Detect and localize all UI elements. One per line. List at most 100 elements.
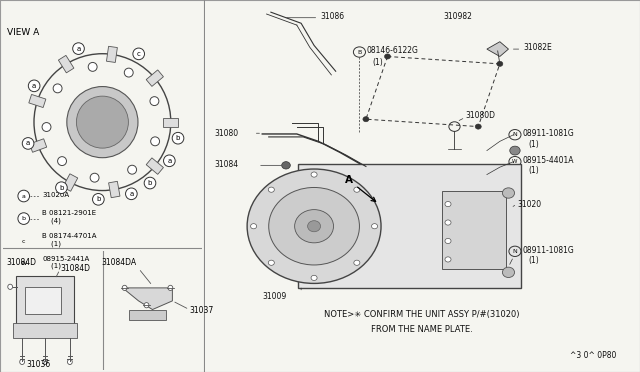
Circle shape bbox=[20, 359, 24, 365]
Circle shape bbox=[76, 96, 129, 148]
Circle shape bbox=[445, 238, 451, 244]
Text: A: A bbox=[344, 175, 376, 202]
Text: 08146-6122G: 08146-6122G bbox=[367, 46, 419, 55]
Text: ^3 0^ 0P80: ^3 0^ 0P80 bbox=[570, 351, 616, 360]
Circle shape bbox=[124, 68, 133, 77]
Circle shape bbox=[363, 116, 369, 122]
Circle shape bbox=[372, 224, 378, 229]
Polygon shape bbox=[146, 70, 163, 86]
Text: FROM THE NAME PLATE.: FROM THE NAME PLATE. bbox=[371, 325, 473, 334]
Text: c: c bbox=[22, 239, 26, 244]
Text: a: a bbox=[129, 191, 134, 197]
Text: 31020A: 31020A bbox=[42, 192, 69, 198]
Circle shape bbox=[510, 146, 520, 155]
Circle shape bbox=[168, 285, 173, 291]
Circle shape bbox=[445, 220, 451, 225]
Text: 31084DA: 31084DA bbox=[102, 257, 137, 267]
Circle shape bbox=[28, 80, 40, 92]
Text: B: B bbox=[357, 49, 362, 55]
Circle shape bbox=[354, 260, 360, 265]
Circle shape bbox=[247, 169, 381, 283]
Circle shape bbox=[56, 182, 67, 193]
Text: a: a bbox=[76, 46, 81, 52]
Circle shape bbox=[42, 122, 51, 131]
Text: 08915-2441A
    (1): 08915-2441A (1) bbox=[42, 256, 90, 269]
Circle shape bbox=[268, 260, 275, 265]
Text: c: c bbox=[137, 51, 141, 57]
Text: 31084D: 31084D bbox=[60, 264, 90, 273]
Text: a: a bbox=[22, 193, 26, 199]
Polygon shape bbox=[58, 55, 74, 73]
Text: b: b bbox=[148, 180, 152, 186]
Circle shape bbox=[128, 165, 136, 174]
Circle shape bbox=[311, 275, 317, 280]
Text: b: b bbox=[60, 185, 63, 191]
FancyBboxPatch shape bbox=[25, 288, 61, 314]
Circle shape bbox=[445, 202, 451, 207]
Circle shape bbox=[144, 177, 156, 189]
Circle shape bbox=[385, 54, 390, 59]
Circle shape bbox=[497, 61, 503, 67]
Circle shape bbox=[502, 188, 515, 198]
Text: 31080: 31080 bbox=[215, 129, 239, 138]
Text: (1): (1) bbox=[372, 58, 383, 67]
Text: (1): (1) bbox=[528, 140, 539, 149]
Polygon shape bbox=[146, 158, 163, 174]
Circle shape bbox=[67, 359, 72, 365]
Text: B 08121-2901E
    (4): B 08121-2901E (4) bbox=[42, 211, 97, 224]
Circle shape bbox=[308, 221, 321, 232]
Text: 08911-1081G: 08911-1081G bbox=[522, 129, 574, 138]
Circle shape bbox=[144, 302, 149, 308]
Polygon shape bbox=[123, 288, 172, 310]
Text: 31084: 31084 bbox=[215, 160, 239, 169]
Circle shape bbox=[22, 138, 34, 149]
Circle shape bbox=[150, 97, 159, 106]
Polygon shape bbox=[29, 94, 46, 108]
Polygon shape bbox=[106, 46, 117, 62]
FancyBboxPatch shape bbox=[13, 323, 77, 338]
Circle shape bbox=[18, 258, 29, 270]
Circle shape bbox=[268, 187, 275, 192]
Text: b: b bbox=[22, 216, 26, 221]
Circle shape bbox=[269, 187, 360, 265]
Circle shape bbox=[73, 43, 84, 54]
Text: 31020: 31020 bbox=[517, 200, 541, 209]
Text: B 08174-4701A
    (1): B 08174-4701A (1) bbox=[42, 233, 97, 247]
Circle shape bbox=[282, 162, 291, 169]
Text: b: b bbox=[176, 135, 180, 141]
Circle shape bbox=[18, 213, 29, 224]
Polygon shape bbox=[109, 181, 120, 198]
Text: 31084D: 31084D bbox=[6, 257, 36, 267]
Circle shape bbox=[294, 209, 333, 243]
Text: 08911-1081G: 08911-1081G bbox=[522, 246, 574, 255]
Circle shape bbox=[150, 137, 159, 146]
Circle shape bbox=[251, 224, 257, 229]
Circle shape bbox=[93, 193, 104, 205]
Text: a: a bbox=[32, 83, 36, 89]
Circle shape bbox=[476, 124, 481, 129]
Circle shape bbox=[311, 172, 317, 177]
Circle shape bbox=[88, 62, 97, 71]
Circle shape bbox=[502, 267, 515, 278]
Circle shape bbox=[125, 188, 137, 200]
Circle shape bbox=[43, 359, 47, 365]
Circle shape bbox=[445, 257, 451, 262]
Circle shape bbox=[58, 157, 67, 166]
Text: W: W bbox=[512, 159, 518, 164]
Circle shape bbox=[122, 285, 127, 291]
Text: W: W bbox=[20, 261, 27, 266]
Text: VIEW A: VIEW A bbox=[6, 28, 39, 37]
Text: 31080D: 31080D bbox=[465, 111, 495, 120]
Text: 31086: 31086 bbox=[321, 12, 345, 21]
Text: N: N bbox=[513, 249, 517, 254]
Circle shape bbox=[164, 155, 175, 167]
Polygon shape bbox=[129, 310, 166, 320]
Circle shape bbox=[67, 87, 138, 158]
Text: 31009: 31009 bbox=[262, 292, 287, 301]
Text: 310982: 310982 bbox=[444, 12, 472, 21]
Text: a: a bbox=[167, 158, 172, 164]
Polygon shape bbox=[163, 118, 179, 126]
Circle shape bbox=[53, 84, 62, 93]
Text: a: a bbox=[26, 141, 30, 147]
Text: 31037: 31037 bbox=[190, 306, 214, 315]
